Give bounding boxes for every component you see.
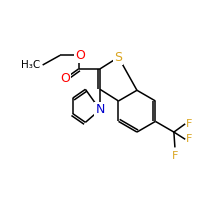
- Text: S: S: [114, 51, 122, 64]
- Text: F: F: [186, 134, 193, 144]
- Text: N: N: [95, 103, 105, 116]
- Text: O: O: [75, 49, 85, 62]
- Text: H₃C: H₃C: [21, 60, 41, 70]
- Text: O: O: [60, 72, 70, 85]
- Text: F: F: [172, 151, 178, 161]
- Text: F: F: [186, 119, 193, 129]
